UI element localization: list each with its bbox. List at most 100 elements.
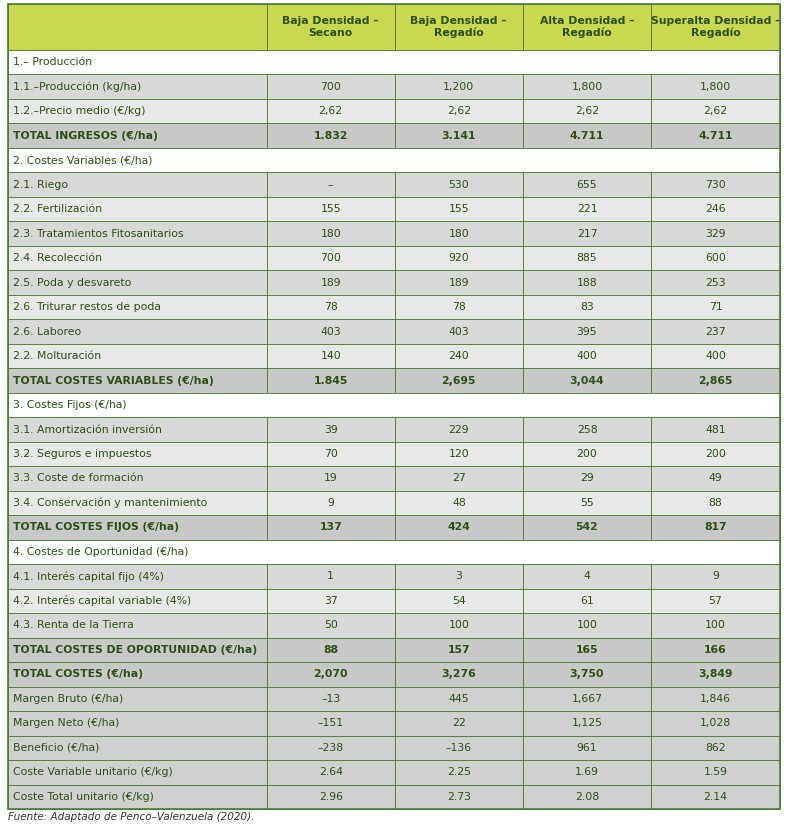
Bar bbox=[266, 686, 395, 711]
Bar bbox=[395, 295, 523, 319]
Text: 19: 19 bbox=[324, 474, 337, 484]
Text: 655: 655 bbox=[577, 179, 597, 189]
Text: 29: 29 bbox=[580, 474, 594, 484]
Bar bbox=[8, 588, 266, 613]
Text: 961: 961 bbox=[577, 743, 597, 753]
Bar bbox=[8, 662, 266, 686]
Bar bbox=[523, 417, 651, 442]
Bar bbox=[8, 246, 266, 270]
Text: TOTAL COSTES FIJOS (€/ha): TOTAL COSTES FIJOS (€/ha) bbox=[13, 523, 179, 533]
Text: 817: 817 bbox=[704, 523, 727, 533]
Text: 4.711: 4.711 bbox=[570, 130, 604, 140]
Text: 57: 57 bbox=[708, 596, 723, 606]
Text: 155: 155 bbox=[448, 204, 469, 214]
Bar bbox=[523, 295, 651, 319]
Text: 1,125: 1,125 bbox=[571, 718, 603, 728]
Text: 48: 48 bbox=[452, 498, 466, 508]
Text: TOTAL INGRESOS (€/ha): TOTAL INGRESOS (€/ha) bbox=[13, 130, 158, 140]
Text: 1.69: 1.69 bbox=[575, 767, 599, 777]
Text: 2,62: 2,62 bbox=[575, 106, 599, 116]
Text: 120: 120 bbox=[448, 449, 469, 459]
Text: 37: 37 bbox=[324, 596, 337, 606]
Text: 61: 61 bbox=[580, 596, 594, 606]
Text: 88: 88 bbox=[323, 645, 338, 655]
Bar bbox=[523, 319, 651, 344]
Bar bbox=[266, 588, 395, 613]
Text: 4.3. Renta de la Tierra: 4.3. Renta de la Tierra bbox=[13, 621, 134, 631]
Bar bbox=[651, 246, 780, 270]
Bar bbox=[395, 686, 523, 711]
Text: 4.711: 4.711 bbox=[698, 130, 733, 140]
Bar bbox=[8, 466, 266, 491]
Text: Superalta Densidad –
Regadío: Superalta Densidad – Regadío bbox=[651, 16, 780, 38]
Text: 3. Costes Fijos (€/ha): 3. Costes Fijos (€/ha) bbox=[13, 400, 127, 410]
Bar bbox=[395, 368, 523, 393]
Text: 83: 83 bbox=[580, 302, 594, 312]
Bar bbox=[266, 466, 395, 491]
Text: 165: 165 bbox=[576, 645, 598, 655]
Bar bbox=[523, 637, 651, 662]
Bar bbox=[266, 344, 395, 368]
Text: 71: 71 bbox=[708, 302, 723, 312]
Bar bbox=[266, 172, 395, 197]
Bar bbox=[523, 172, 651, 197]
Bar bbox=[395, 613, 523, 637]
Bar bbox=[395, 172, 523, 197]
Text: –: – bbox=[328, 179, 333, 189]
Bar bbox=[523, 613, 651, 637]
Bar bbox=[266, 515, 395, 539]
Text: 188: 188 bbox=[577, 278, 597, 288]
Text: Baja Densidad –
Secano: Baja Densidad – Secano bbox=[282, 16, 379, 37]
Bar bbox=[651, 760, 780, 784]
Text: 229: 229 bbox=[448, 425, 469, 435]
Bar bbox=[651, 662, 780, 686]
Bar bbox=[395, 417, 523, 442]
Text: 1,800: 1,800 bbox=[700, 81, 731, 91]
Text: 100: 100 bbox=[448, 621, 470, 631]
Bar bbox=[266, 711, 395, 735]
Bar bbox=[395, 564, 523, 588]
Text: 542: 542 bbox=[575, 523, 598, 533]
Bar bbox=[523, 75, 651, 99]
Bar bbox=[266, 784, 395, 809]
Bar bbox=[523, 784, 651, 809]
Bar bbox=[651, 344, 780, 368]
Bar bbox=[8, 515, 266, 539]
Text: 1.845: 1.845 bbox=[314, 376, 348, 386]
Bar bbox=[523, 246, 651, 270]
Text: 2.08: 2.08 bbox=[575, 792, 599, 802]
Text: 1,028: 1,028 bbox=[700, 718, 731, 728]
Text: 1.1.–Producción (kg/ha): 1.1.–Producción (kg/ha) bbox=[13, 81, 141, 92]
Bar bbox=[395, 662, 523, 686]
Text: Coste Variable unitario (€/kg): Coste Variable unitario (€/kg) bbox=[13, 767, 173, 777]
Text: 2,865: 2,865 bbox=[698, 376, 733, 386]
Text: 1,667: 1,667 bbox=[571, 694, 603, 704]
Text: 100: 100 bbox=[577, 621, 597, 631]
Text: 155: 155 bbox=[321, 204, 341, 214]
Bar bbox=[395, 270, 523, 295]
Text: 600: 600 bbox=[705, 253, 726, 263]
Bar bbox=[395, 344, 523, 368]
Text: 2.4. Recolección: 2.4. Recolección bbox=[13, 253, 102, 263]
Text: 253: 253 bbox=[705, 278, 726, 288]
Bar bbox=[395, 75, 523, 99]
Text: 920: 920 bbox=[448, 253, 469, 263]
Text: 27: 27 bbox=[452, 474, 466, 484]
Text: 4: 4 bbox=[584, 572, 590, 582]
Bar bbox=[266, 442, 395, 466]
Text: 88: 88 bbox=[708, 498, 723, 508]
Text: 3.1. Amortización inversión: 3.1. Amortización inversión bbox=[13, 425, 162, 435]
Text: 9: 9 bbox=[712, 572, 719, 582]
Text: Alta Densidad –
Regadío: Alta Densidad – Regadío bbox=[540, 16, 634, 38]
Bar bbox=[8, 442, 266, 466]
Text: 481: 481 bbox=[705, 425, 726, 435]
Text: 189: 189 bbox=[448, 278, 469, 288]
Bar bbox=[523, 270, 651, 295]
Text: 157: 157 bbox=[448, 645, 470, 655]
Text: 2.73: 2.73 bbox=[447, 792, 471, 802]
Text: Margen Bruto (€/ha): Margen Bruto (€/ha) bbox=[13, 694, 123, 704]
Text: 2. Costes Variables (€/ha): 2. Costes Variables (€/ha) bbox=[13, 155, 153, 165]
Text: 395: 395 bbox=[577, 327, 597, 337]
Text: 49: 49 bbox=[708, 474, 723, 484]
Text: 2.96: 2.96 bbox=[318, 792, 343, 802]
